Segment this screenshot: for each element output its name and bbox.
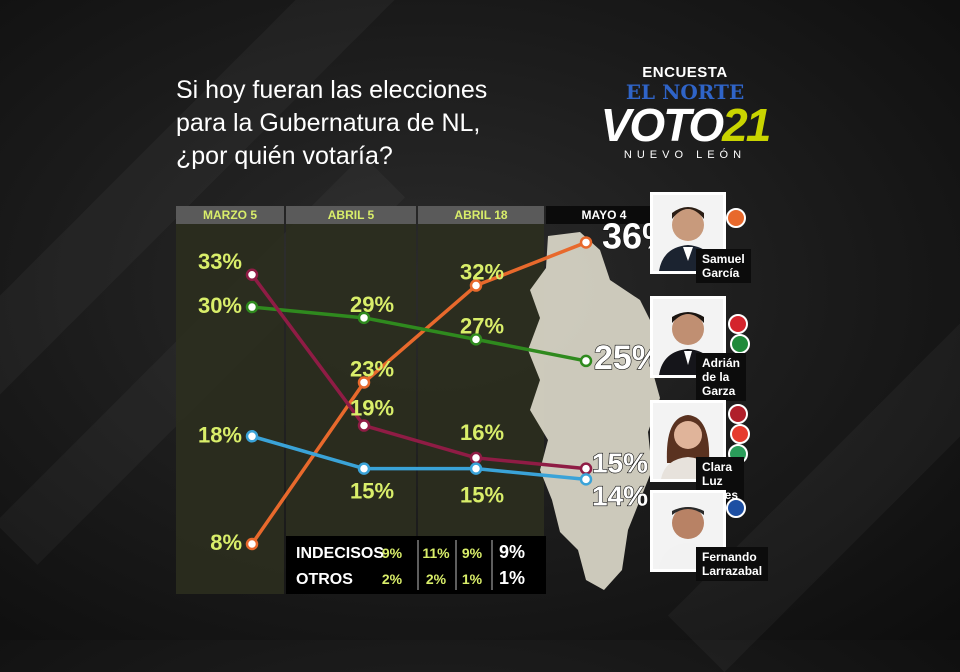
table-cell: 2% (426, 571, 447, 587)
data-point (245, 537, 259, 551)
candidate-first-name: Samuel (702, 252, 745, 266)
table-background (286, 536, 546, 594)
data-label: 29% (350, 292, 394, 317)
candidate-first-name: Clara Luz (702, 460, 733, 488)
data-point (579, 473, 593, 486)
series-line (251, 305, 587, 363)
nuevo-leon-map (528, 232, 660, 590)
candidate-last-name: Larrazabal (702, 564, 763, 578)
table-cell: 9% (499, 542, 525, 562)
column-header-bar (546, 206, 662, 224)
column-header-bar (286, 206, 416, 224)
party-badge-icon (728, 404, 748, 424)
logo-21: 21 (722, 99, 771, 151)
chart-question: Si hoy fueran las elecciones para la Gub… (176, 74, 536, 173)
candidate-name: Samuel García (696, 249, 751, 283)
table-cell: 11% (422, 545, 450, 561)
data-point (245, 300, 259, 314)
data-label: 15% (350, 479, 394, 504)
party-badge-icon (726, 208, 746, 228)
candidate-last-name: de la Garza (702, 370, 736, 398)
data-label: 30% (198, 293, 242, 318)
data-point (469, 279, 483, 292)
series-line (250, 240, 587, 545)
series-line (250, 273, 587, 471)
data-label: 15% (592, 448, 648, 479)
data-point (245, 430, 259, 443)
chart-column-panel (176, 206, 284, 594)
data-point (357, 376, 371, 389)
party-badge-icon (730, 424, 750, 444)
data-label: 32% (460, 260, 504, 285)
data-point (579, 462, 593, 475)
data-point (469, 462, 483, 475)
logo-nuevo-leon: NUEVO LEÓN (623, 149, 747, 161)
x-tick-label: MAYO 4 (582, 208, 627, 222)
chart-column-panel (418, 206, 544, 594)
candidate-last-name: García (702, 266, 740, 280)
data-point (469, 451, 483, 465)
x-tick-label: ABRIL 5 (328, 208, 375, 222)
table-cell: 9% (382, 545, 403, 561)
table-cell: 9% (462, 545, 483, 561)
data-label: 14% (592, 480, 648, 511)
data-point (245, 268, 259, 281)
data-label: 23% (350, 356, 394, 381)
series-line (251, 434, 587, 482)
logo-el-norte: EL NORTE (625, 80, 745, 104)
avatar (650, 192, 726, 274)
data-label: 15% (460, 483, 504, 508)
data-label: 19% (350, 396, 394, 421)
table-cell: 2% (382, 571, 403, 587)
x-tick-label: MARZO 5 (203, 208, 257, 222)
column-header-bar (418, 206, 544, 224)
x-tick-label: ABRIL 18 (454, 208, 507, 222)
line-chart: MARZO 5 ABRIL 5 ABRIL 18 MAYO 48%23%32%36%3… (176, 206, 675, 594)
data-label: 8% (210, 530, 242, 555)
logo-voto: VOTO (600, 99, 725, 151)
data-point (357, 462, 371, 475)
table-row-label: INDECISOS (296, 545, 384, 562)
party-badge-icon (728, 314, 748, 334)
data-label: 27% (460, 313, 504, 338)
data-label: 33% (198, 249, 242, 274)
candidate-first-name: Fernando (702, 550, 757, 564)
data-point (357, 311, 371, 325)
party-badge-icon (726, 498, 746, 518)
candidate-name: Fernando Larrazabal (696, 547, 769, 581)
logo-voto21: VOTO21 (600, 102, 772, 148)
question-line-3: ¿por quién votaría? (176, 142, 393, 170)
party-badge-icon (730, 334, 750, 354)
table-cell: 1% (499, 568, 525, 588)
data-point (469, 333, 483, 346)
question-line-2: para la Gubernatura de NL, (176, 109, 481, 137)
candidate-name: Adrián de la Garza (696, 353, 747, 401)
candidate-first-name: Adrián (702, 356, 741, 370)
data-point (579, 354, 593, 368)
question-line-1: Si hoy fueran las elecciones (176, 76, 488, 104)
data-point (579, 236, 593, 249)
data-point (357, 419, 371, 432)
column-header-bar (176, 206, 284, 224)
table-row-label: OTROS (296, 571, 353, 588)
data-label: 18% (198, 422, 242, 447)
voto21-logo: ENCUESTA EL NORTE VOTO21 NUEVO LEÓN (600, 64, 772, 161)
table-cell: 1% (462, 571, 483, 587)
data-label: 16% (460, 420, 504, 445)
logo-encuesta: ENCUESTA (642, 64, 728, 81)
